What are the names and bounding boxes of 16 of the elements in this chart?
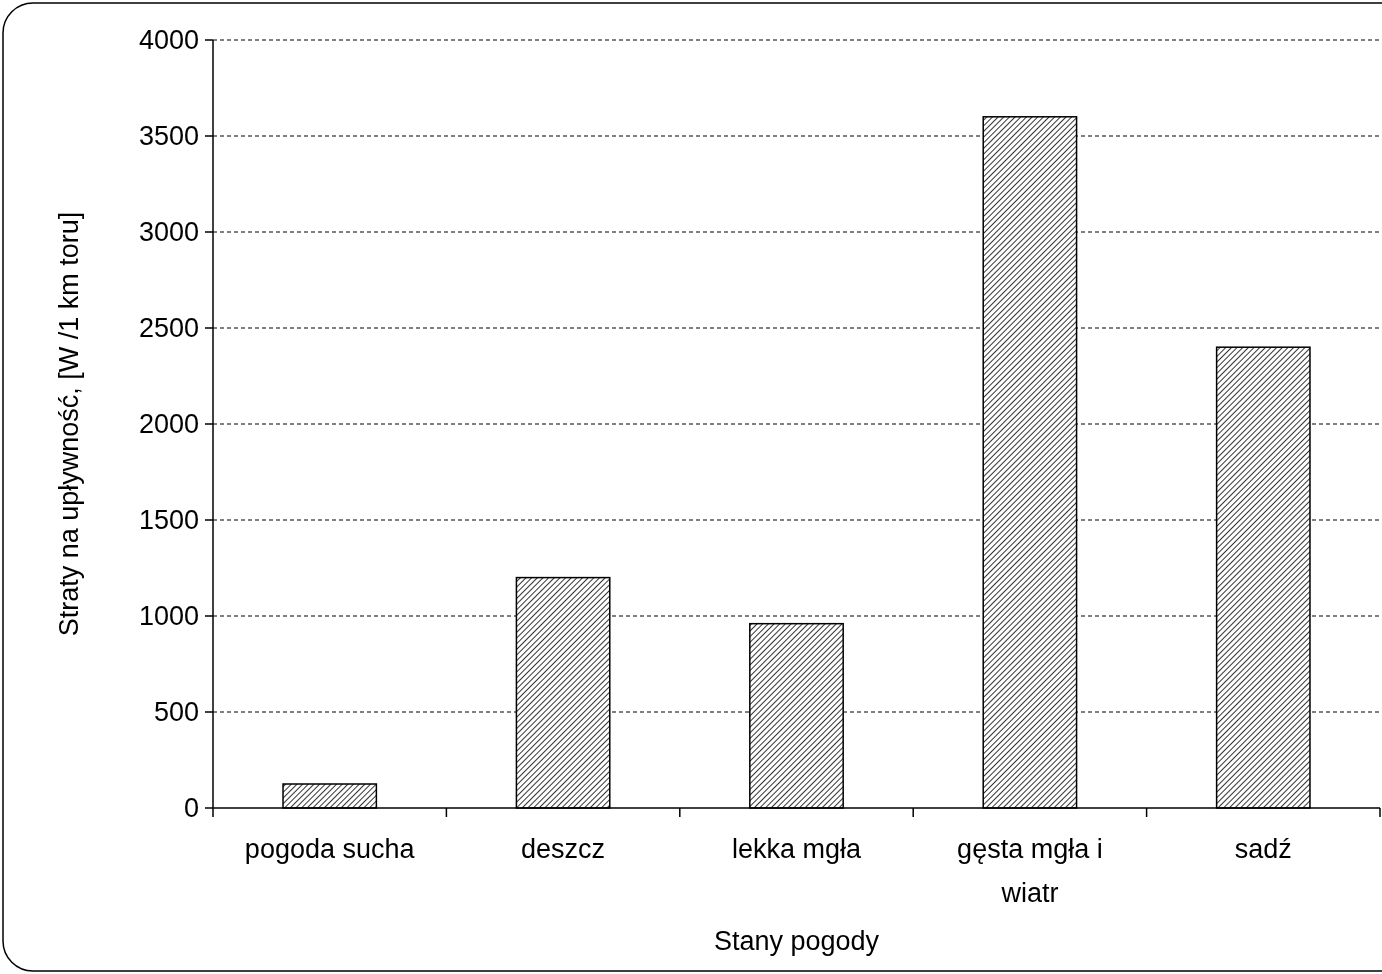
y-tick-label: 4000 <box>138 25 199 56</box>
y-tick-label: 2000 <box>138 409 199 440</box>
x-tick-label: pogoda sucha <box>244 834 416 864</box>
y-tick-label: 1000 <box>138 601 199 632</box>
x-axis-title: Stany pogody <box>713 926 880 956</box>
x-tick-label: sadź <box>1234 834 1292 864</box>
y-tick-label: 0 <box>183 793 199 824</box>
y-tick-label: 3500 <box>138 121 199 152</box>
y-tick-label: 1500 <box>138 505 199 536</box>
y-tick-label: 2500 <box>138 313 199 344</box>
x-tick-label: lekka mgła <box>731 834 863 864</box>
y-tick-label: 500 <box>153 697 199 728</box>
y-axis-title: Straty na upływność, [W /1 km toru] <box>54 211 84 637</box>
x-tick-label: deszcz <box>521 834 606 864</box>
x-tick-label: gęsta mgła i wiatr <box>957 834 1103 908</box>
y-tick-label: 3000 <box>138 217 199 248</box>
